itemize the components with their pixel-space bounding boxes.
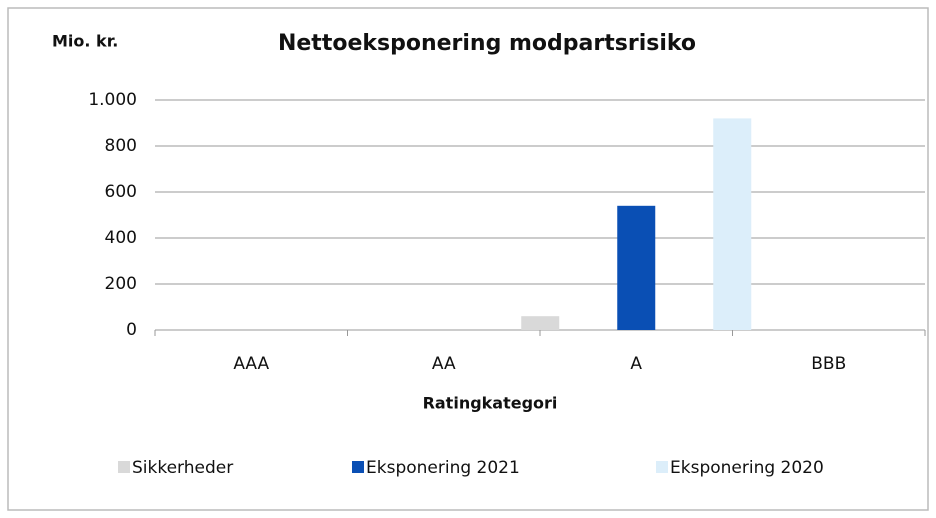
x-tick-label: AA [432,354,456,374]
bar [521,316,560,330]
y-tick-label: 1.000 [88,90,137,110]
legend-label: Eksponering 2021 [366,458,520,478]
legend-swatch [118,461,130,473]
y-tick-label: 800 [105,136,137,156]
y-axis-label: Mio. kr. [52,32,118,51]
x-tick-label: BBB [811,354,846,374]
bar [617,205,656,330]
y-tick-label: 600 [105,182,137,202]
legend-swatch [656,461,668,473]
x-axis-label: Ratingkategori [423,394,558,413]
x-tick-label: AAA [233,354,269,374]
legend-label: Eksponering 2020 [670,458,824,478]
y-tick-label: 0 [126,320,137,340]
legend-swatch [352,461,364,473]
y-tick-label: 200 [105,274,137,294]
chart-title: Nettoeksponering modpartsrisiko [278,31,696,56]
chart-frame [7,7,929,511]
legend-label: Sikkerheder [132,458,233,478]
y-tick-label: 400 [105,228,137,248]
bar [713,118,752,331]
x-tick-label: A [630,354,642,374]
